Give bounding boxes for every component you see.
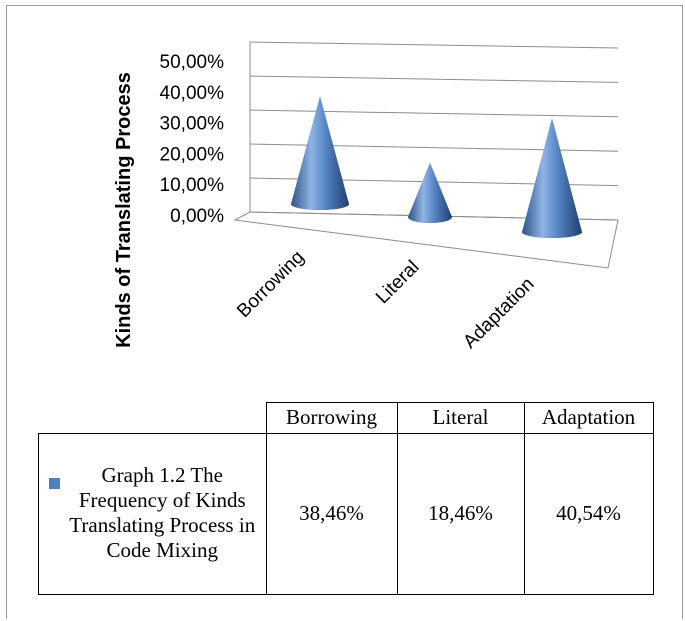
y-axis-tick-labels: 0,00% 10,00% 20,00% 30,00% 40,00% 50,00% <box>160 52 225 227</box>
legend-key-swatch <box>49 477 60 489</box>
y-tick-label: 30,00% <box>160 114 225 135</box>
table-row: Graph 1.2 The Frequency of Kinds Transla… <box>38 432 654 595</box>
table-value-cell: 40,54% <box>523 432 654 595</box>
cone-body <box>522 118 582 238</box>
table-value-cell: 18,46% <box>396 432 525 595</box>
cone-bar <box>291 95 349 210</box>
x-tick-label: Literal <box>372 257 423 308</box>
gridline <box>249 143 619 152</box>
x-axis-tick-labels: Borrowing Literal Adaptation <box>233 247 538 353</box>
legend-label: Graph 1.2 The Frequency of Kinds Transla… <box>69 462 256 562</box>
gridline <box>249 75 619 83</box>
cone-bar <box>522 118 582 238</box>
table-header-row: Borrowing Literal Adaptation <box>38 402 654 434</box>
table-header-cell: Borrowing <box>265 402 398 434</box>
cone-body <box>408 162 452 223</box>
x-tick-label: Borrowing <box>233 247 308 322</box>
y-tick-label: 0,00% <box>170 206 224 227</box>
table-header-cell: Adaptation <box>523 402 654 434</box>
y-tick-label: 40,00% <box>160 83 225 104</box>
table-header-cell: Literal <box>396 402 525 434</box>
y-axis-title: Kinds of Translating Process <box>113 72 135 348</box>
x-tick-label: Adaptation <box>459 274 538 353</box>
legend-cell: Graph 1.2 The Frequency of Kinds Transla… <box>38 432 267 595</box>
cone-bar <box>408 162 452 223</box>
table-corner-cell <box>38 402 267 434</box>
cone-body <box>291 95 349 210</box>
y-tick-label: 20,00% <box>160 144 225 165</box>
gridline <box>249 41 619 49</box>
table-value-cell: 38,46% <box>265 432 398 595</box>
y-tick-label: 50,00% <box>160 52 225 73</box>
data-table: Borrowing Literal Adaptation Graph 1.2 T… <box>38 402 654 595</box>
y-tick-label: 10,00% <box>160 175 225 196</box>
chart-frame <box>6 5 683 619</box>
gridline <box>249 109 619 118</box>
data-cones <box>291 95 582 238</box>
